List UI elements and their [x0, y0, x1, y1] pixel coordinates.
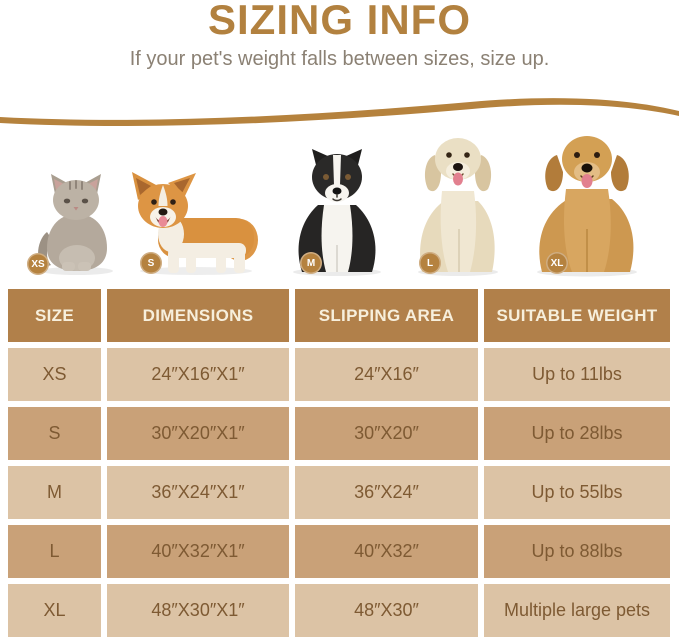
cell-m-slipping-area: 36″X24″	[295, 466, 478, 519]
size-table: SIZE DIMENSIONS SLIPPING AREA SUITABLE W…	[8, 289, 671, 637]
cell-l-dimensions: 40″X32″X1″	[107, 525, 289, 578]
cell-xl-suitable-weight: Multiple large pets	[484, 584, 670, 637]
cell-m-dimensions: 36″X24″X1″	[107, 466, 289, 519]
cell-xl-dimensions: 48″X30″X1″	[107, 584, 289, 637]
golden-retriever-cream-image	[418, 138, 498, 276]
cell-l-slipping-area: 40″X32″	[295, 525, 478, 578]
cell-m-suitable-weight: Up to 55lbs	[484, 466, 670, 519]
cell-s-suitable-weight: Up to 28lbs	[484, 407, 670, 460]
column-header-suitable-weight: SUITABLE WEIGHT	[484, 289, 670, 342]
column-header-slipping-area: SLIPPING AREA	[295, 289, 478, 342]
cell-xs-slipping-area: 24″X16″	[295, 348, 478, 401]
size-badge-l: L	[419, 252, 441, 274]
cell-s-dimensions: 30″X20″X1″	[107, 407, 289, 460]
swoosh-divider	[0, 98, 679, 127]
cell-l-suitable-weight: Up to 88lbs	[484, 525, 670, 578]
cell-xl-size: XL	[8, 584, 101, 637]
cell-l-size: L	[8, 525, 101, 578]
subtitle: If your pet's weight falls between sizes…	[129, 48, 550, 70]
size-badge-m: M	[300, 252, 322, 274]
page-title: SIZING INFO	[208, 0, 471, 43]
size-badge-xl: XL	[546, 252, 568, 274]
cat-image	[38, 174, 113, 275]
corgi-image	[132, 172, 258, 275]
cell-xs-suitable-weight: Up to 11lbs	[484, 348, 670, 401]
cell-s-size: S	[8, 407, 101, 460]
cell-m-size: M	[8, 466, 101, 519]
cell-xs-size: XS	[8, 348, 101, 401]
column-header-dimensions: DIMENSIONS	[107, 289, 289, 342]
cell-xl-slipping-area: 48″X30″	[295, 584, 478, 637]
column-header-size: SIZE	[8, 289, 101, 342]
cell-xs-dimensions: 24″X16″X1″	[107, 348, 289, 401]
size-badge-s: S	[140, 252, 162, 274]
size-badge-xs: XS	[27, 253, 49, 275]
golden-retriever-image	[537, 136, 637, 277]
cell-s-slipping-area: 30″X20″	[295, 407, 478, 460]
